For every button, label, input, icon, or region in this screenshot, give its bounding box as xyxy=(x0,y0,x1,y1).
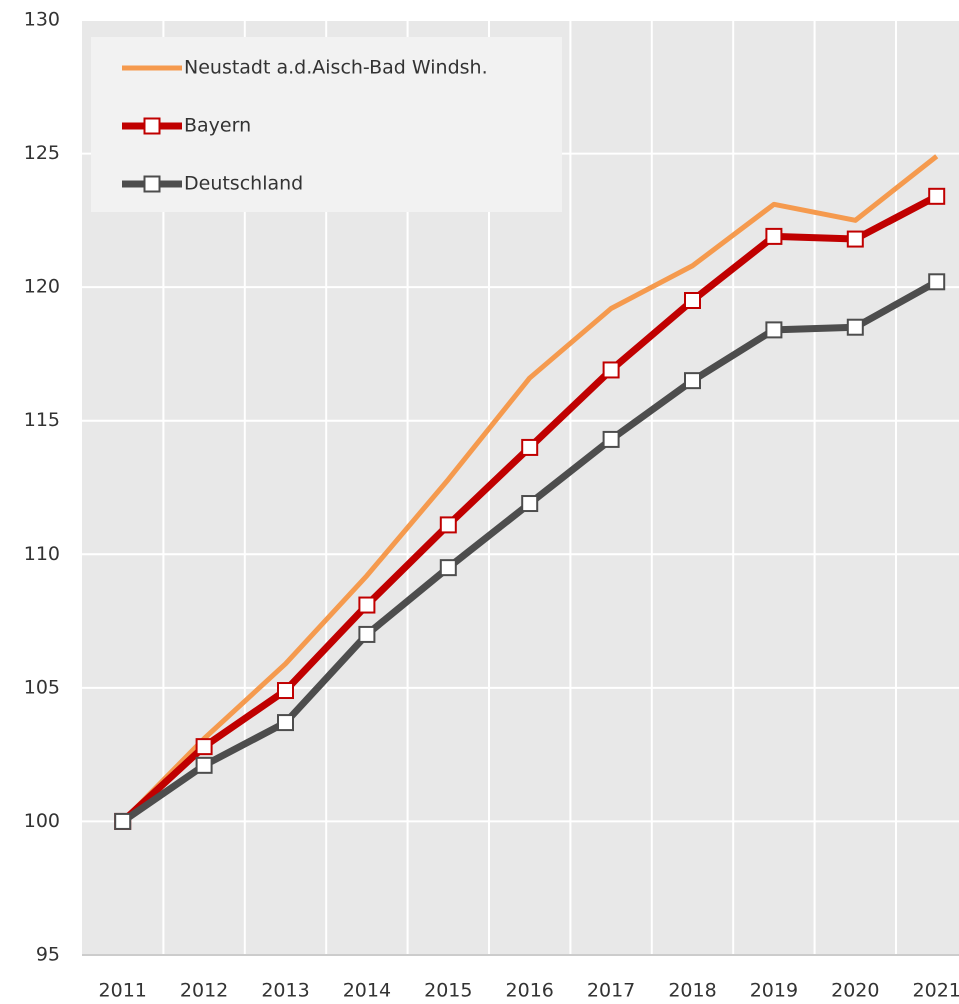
point xyxy=(521,438,539,456)
x-tick-label: 2020 xyxy=(831,980,879,1002)
point xyxy=(277,682,294,700)
y-tick-label: 115 xyxy=(24,409,60,431)
y-tick-label: 95 xyxy=(36,944,60,966)
point xyxy=(928,187,946,205)
y-tick-label: 100 xyxy=(24,810,60,832)
y-tick-label: 120 xyxy=(24,276,60,298)
point xyxy=(439,516,457,534)
series-line xyxy=(120,154,939,824)
point xyxy=(684,372,701,390)
x-tick-label: 2018 xyxy=(668,980,716,1002)
point xyxy=(765,321,783,339)
point xyxy=(358,625,376,643)
legend-marker xyxy=(143,175,161,193)
x-tick-label: 2012 xyxy=(180,980,228,1002)
x-tick-label: 2014 xyxy=(343,980,391,1002)
x-tick-label: 2016 xyxy=(506,980,554,1002)
point xyxy=(684,292,701,309)
point xyxy=(114,812,132,830)
x-tick-label: 2021 xyxy=(913,980,959,1002)
x-tick-label: 2013 xyxy=(261,980,309,1002)
y-tick-label: 125 xyxy=(24,142,60,164)
x-tick-label: 2015 xyxy=(424,980,472,1002)
point xyxy=(846,230,864,248)
y-tick-label: 105 xyxy=(24,676,60,698)
point xyxy=(439,559,457,577)
legend-marker xyxy=(143,117,161,135)
point xyxy=(846,318,864,336)
point xyxy=(602,361,620,379)
legend-label: Bayern xyxy=(184,115,251,137)
point xyxy=(602,430,620,448)
legend-label: Neustadt a.d.Aisch-Bad Windsh. xyxy=(184,57,488,79)
legend-label: Deutschland xyxy=(184,173,303,195)
x-tick-label: 2017 xyxy=(587,980,635,1002)
point xyxy=(277,714,294,732)
point xyxy=(521,495,539,513)
y-tick-label: 110 xyxy=(24,543,60,565)
point xyxy=(195,738,213,756)
point xyxy=(928,273,946,291)
x-tick-label: 2011 xyxy=(99,980,147,1002)
point xyxy=(195,756,213,774)
y-tick-label: 130 xyxy=(24,9,60,31)
point xyxy=(358,596,376,614)
point xyxy=(765,227,783,245)
x-tick-label: 2019 xyxy=(750,980,798,1002)
